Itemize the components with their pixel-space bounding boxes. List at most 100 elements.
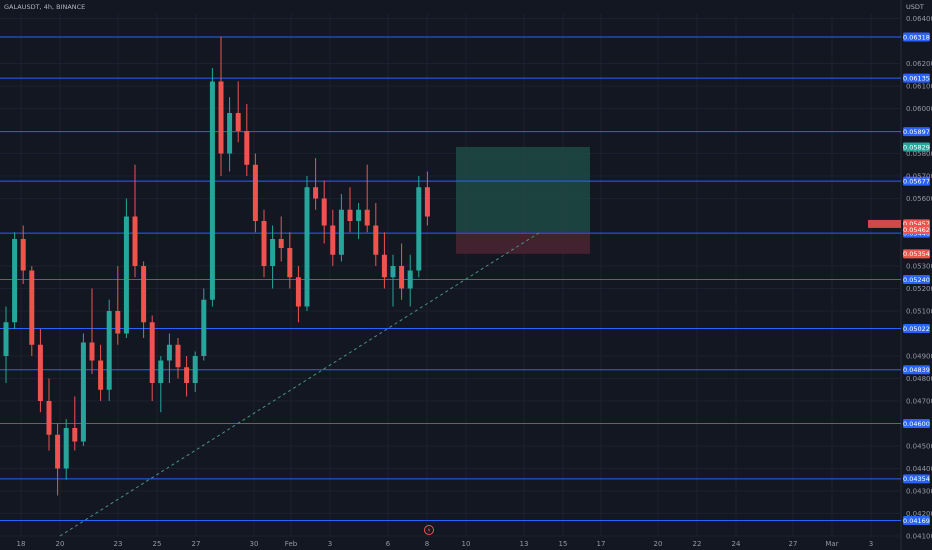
- level-price-label: 0.04839: [903, 366, 930, 374]
- time-tick-label: 23: [114, 540, 123, 548]
- time-tick-label: Feb: [285, 540, 298, 548]
- candle-body: [364, 209, 370, 226]
- position-price-badge: [903, 225, 930, 235]
- time-tick-label: 20: [56, 540, 65, 548]
- level-price-badge: [903, 275, 930, 284]
- candle-body: [338, 209, 344, 255]
- level-price-badge: [903, 365, 930, 375]
- level-price-badge: [903, 474, 930, 484]
- level-price-badge: [903, 176, 930, 186]
- level-price-label: 0.05022: [903, 325, 930, 333]
- time-tick-label: 27: [192, 540, 201, 548]
- level-price-badge: [903, 515, 930, 525]
- candle-body: [321, 198, 327, 226]
- trendline[interactable]: [59, 231, 541, 537]
- candle-body: [55, 434, 61, 469]
- candle-body: [158, 360, 164, 383]
- candle-body: [416, 187, 422, 271]
- time-tick-label: 6: [386, 540, 391, 548]
- time-axis: 18 20 23 25 27 30 Feb 3 6 8 10 13 15 17 20 22 24 27 Mar 3: [17, 540, 874, 548]
- time-tick-label: Mar: [825, 540, 838, 548]
- level-price-label: 0.05240: [903, 276, 930, 284]
- grid-lines: [0, 14, 901, 537]
- time-tick-label: 13: [520, 540, 529, 548]
- candle-body: [141, 266, 147, 323]
- candle-body: [106, 311, 112, 390]
- candle-body: [72, 428, 78, 442]
- time-tick-label: 30: [250, 540, 259, 548]
- time-tick-label: 3: [869, 540, 873, 548]
- candle-body: [123, 216, 129, 334]
- candle-body: [209, 81, 215, 300]
- candle-body: [115, 311, 121, 334]
- candlestick-series: [3, 36, 430, 496]
- candle-body: [356, 209, 362, 221]
- candle-body: [46, 401, 52, 435]
- candle-body: [235, 113, 241, 131]
- level-price-badge: [903, 127, 930, 137]
- time-tick-label: 17: [597, 540, 606, 548]
- candle-body: [424, 187, 430, 217]
- candle-body: [390, 266, 396, 278]
- level-price-label: 0.04169: [903, 517, 930, 525]
- candle-body: [347, 209, 353, 221]
- candle-body: [63, 428, 69, 469]
- position-price-badge: [903, 249, 930, 259]
- horizontal-levels[interactable]: 0.063180.061350.058970.056770.054460.052…: [0, 32, 930, 525]
- price-tick-label: 0.04100: [906, 533, 932, 541]
- candle-body: [313, 187, 319, 199]
- time-tick-label: 24: [732, 540, 741, 548]
- event-marker-icon[interactable]: [424, 525, 434, 535]
- candle-body: [184, 367, 190, 383]
- level-price-label: 0.06318: [903, 33, 930, 41]
- time-tick-label: 27: [789, 540, 798, 548]
- candle-body: [227, 113, 233, 154]
- level-price-label: 0.05677: [903, 177, 930, 185]
- candle-body: [80, 342, 86, 442]
- time-tick-label: 3: [328, 540, 332, 548]
- price-currency: USDT: [906, 3, 924, 11]
- candle-body: [12, 239, 18, 323]
- candle-body: [381, 254, 387, 278]
- candle-body: [20, 239, 26, 271]
- time-tick-label: 10: [462, 540, 471, 548]
- position-price-badge: [903, 142, 930, 152]
- target-zone[interactable]: [456, 146, 590, 233]
- last-price-marker: [868, 219, 901, 228]
- candle-body: [261, 221, 267, 266]
- candle-body: [252, 164, 258, 221]
- level-price-badge: [903, 32, 930, 42]
- time-tick-label: 18: [17, 540, 26, 548]
- position-zones[interactable]: [456, 146, 590, 254]
- level-price-label: 0.04600: [903, 420, 930, 428]
- chart-title: GALAUSDT, 4h, BINANCE: [4, 3, 85, 11]
- level-price-label: 0.04354: [903, 475, 930, 483]
- candle-body: [29, 270, 35, 345]
- time-tick-label: 15: [559, 540, 568, 548]
- position-price-label: 0.05462: [903, 226, 930, 234]
- level-price-label: 0.06135: [903, 74, 930, 82]
- candle-body: [330, 225, 336, 255]
- candle-body: [244, 131, 250, 165]
- level-price-badge: [903, 324, 930, 334]
- candle-body: [201, 299, 207, 356]
- candle-body: [270, 239, 276, 266]
- time-tick-label: 22: [693, 540, 702, 548]
- ascending-trendline[interactable]: [59, 231, 541, 537]
- candle-body: [278, 239, 284, 248]
- candle-body: [304, 187, 310, 307]
